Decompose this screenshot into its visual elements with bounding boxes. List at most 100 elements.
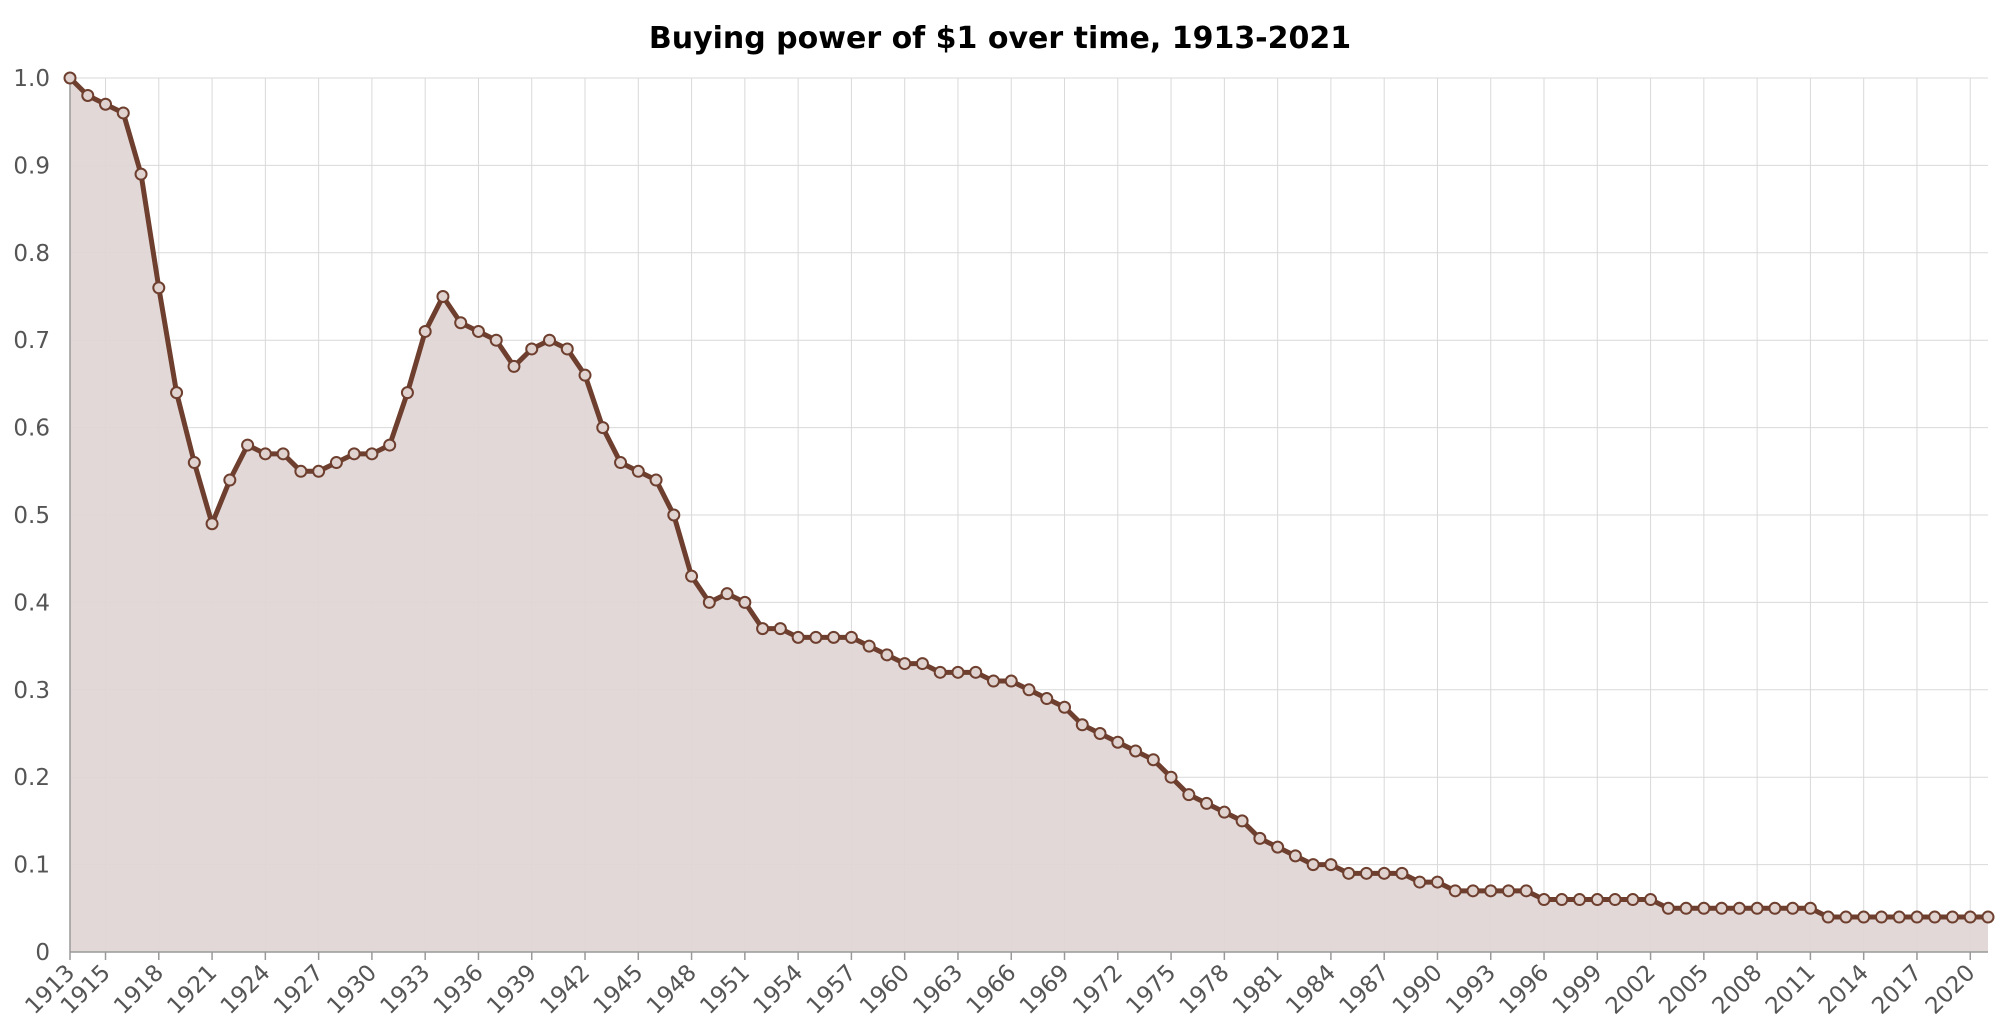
data-point xyxy=(1910,910,1924,924)
x-tick-label: 2008 xyxy=(1708,960,1768,1020)
data-point xyxy=(1004,674,1018,688)
x-tick-label: 1918 xyxy=(109,960,169,1020)
data-point xyxy=(1146,753,1160,767)
y-tick-label: 0.4 xyxy=(13,590,50,616)
data-point xyxy=(329,456,343,470)
x-tick-label: 2014 xyxy=(1814,960,1874,1020)
x-tick-label: 1957 xyxy=(802,960,862,1020)
data-point xyxy=(969,665,983,679)
data-point xyxy=(1537,893,1551,907)
data-point xyxy=(1608,893,1622,907)
y-tick-label: 0 xyxy=(35,940,50,966)
data-point xyxy=(471,324,485,338)
data-point xyxy=(1395,866,1409,880)
x-tick-label: 1996 xyxy=(1494,960,1554,1020)
x-tick-label: 1921 xyxy=(163,960,223,1020)
data-point xyxy=(596,421,610,435)
y-tick-label: 0.6 xyxy=(13,416,50,442)
data-point xyxy=(685,569,699,583)
y-tick-label: 0.7 xyxy=(13,328,50,354)
data-point xyxy=(1164,770,1178,784)
data-point xyxy=(1750,901,1764,915)
x-tick-label: 1978 xyxy=(1175,960,1235,1020)
data-point xyxy=(1075,718,1089,732)
x-tick-label: 1924 xyxy=(216,960,276,1020)
x-tick-label: 1969 xyxy=(1015,960,1075,1020)
data-point xyxy=(1661,901,1675,915)
data-point xyxy=(241,438,255,452)
data-point xyxy=(738,595,752,609)
data-point xyxy=(1466,884,1480,898)
data-point xyxy=(507,359,521,373)
x-tick-label: 1984 xyxy=(1281,960,1341,1020)
data-point xyxy=(1058,700,1072,714)
data-point xyxy=(631,464,645,478)
data-point xyxy=(347,447,361,461)
data-point xyxy=(312,464,326,478)
x-tick-label: 1936 xyxy=(429,960,489,1020)
data-point xyxy=(1430,875,1444,889)
data-point xyxy=(525,342,539,356)
data-point xyxy=(1306,858,1320,872)
data-point xyxy=(933,665,947,679)
x-tick-labels: 1913191519181921192419271930193319361939… xyxy=(20,960,1980,1020)
data-point xyxy=(1324,858,1338,872)
data-point xyxy=(560,342,574,356)
data-point xyxy=(720,587,734,601)
data-point xyxy=(898,657,912,671)
data-point xyxy=(756,622,770,636)
data-point xyxy=(1715,901,1729,915)
x-tick-label: 1993 xyxy=(1441,960,1501,1020)
data-point xyxy=(1111,735,1125,749)
x-tick-label: 1945 xyxy=(589,960,649,1020)
data-point xyxy=(99,97,113,111)
area-layer xyxy=(70,78,1988,952)
data-point xyxy=(436,290,450,303)
data-point xyxy=(1519,884,1533,898)
data-point xyxy=(1626,893,1640,907)
chart-title: Buying power of $1 over time, 1913-2021 xyxy=(649,21,1351,56)
data-point xyxy=(1928,910,1942,924)
x-tick-label: 1951 xyxy=(695,960,755,1020)
data-point xyxy=(1093,727,1107,740)
data-point xyxy=(1359,866,1373,880)
x-tick-label: 1954 xyxy=(749,960,809,1020)
data-point xyxy=(63,71,77,85)
data-point xyxy=(116,106,130,120)
data-point xyxy=(418,324,432,338)
x-tick-label: 1981 xyxy=(1228,960,1288,1020)
data-point xyxy=(1963,910,1977,924)
x-tick-label: 2011 xyxy=(1761,960,1821,1020)
data-point xyxy=(1892,910,1906,924)
data-point xyxy=(986,674,1000,688)
data-point xyxy=(81,88,95,102)
data-point xyxy=(205,517,219,531)
data-point xyxy=(1768,901,1782,915)
data-point xyxy=(614,456,628,470)
data-point xyxy=(365,447,379,461)
y-tick-label: 0.2 xyxy=(13,765,50,791)
data-point xyxy=(880,648,894,662)
data-point xyxy=(170,386,184,400)
y-tick-label: 0.1 xyxy=(13,853,50,879)
data-point xyxy=(134,167,148,181)
x-tick-label: 1990 xyxy=(1388,960,1448,1020)
x-tick-label: 1927 xyxy=(269,960,329,1020)
x-tick-label: 1939 xyxy=(482,960,542,1020)
data-point xyxy=(578,368,592,382)
data-point xyxy=(152,281,166,295)
y-tick-label: 0.9 xyxy=(13,153,50,179)
data-point xyxy=(1271,840,1285,854)
data-points xyxy=(63,71,1995,924)
x-tick-label: 1975 xyxy=(1122,960,1182,1020)
data-point xyxy=(187,456,201,470)
x-tick-label: 1948 xyxy=(642,960,702,1020)
y-tick-label: 0.5 xyxy=(13,503,50,529)
data-point xyxy=(1129,744,1143,758)
x-tick-label: 1966 xyxy=(962,960,1022,1020)
data-point xyxy=(951,665,965,679)
x-tick-label: 2020 xyxy=(1921,960,1981,1020)
y-tick-label: 1.0 xyxy=(13,66,50,92)
data-point xyxy=(400,386,414,400)
